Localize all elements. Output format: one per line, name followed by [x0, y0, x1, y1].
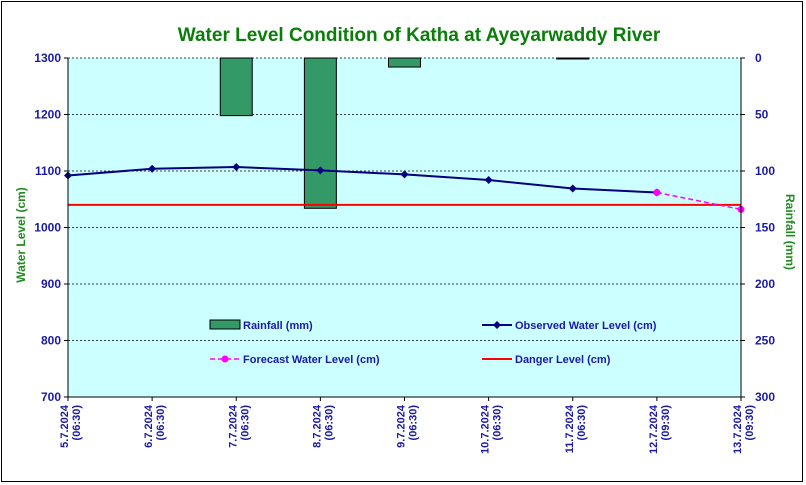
x-tick-label-line: 12.7.2024 [648, 404, 660, 454]
x-tick-label: 7.7.2024(06:30) [227, 404, 251, 448]
x-tick-label: 5.7.2024(06:30) [59, 404, 83, 448]
x-tick-label-line: 8.7.2024 [311, 404, 323, 448]
y-right-tick-label: 250 [755, 334, 775, 348]
legend-label: Rainfall (mm) [243, 320, 313, 332]
forecast-point-marker [653, 188, 661, 196]
x-tick-label-line: 11.7.2024 [564, 404, 576, 453]
x-tick-label-line: (06:30) [155, 405, 167, 441]
y-left-tick-label: 1000 [34, 221, 61, 235]
rainfall-bar [219, 57, 253, 117]
x-tick-label-line: (06:30) [492, 405, 504, 441]
x-tick-label-line: (06:30) [239, 405, 251, 441]
x-tick-label: 13.7.2024(09:30) [732, 404, 756, 454]
x-tick-label-line: (06:30) [71, 405, 83, 441]
x-tick-label: 12.7.2024(09:30) [648, 404, 672, 454]
y-axis-right-label: Rainfall (mm) [783, 194, 797, 270]
legend-swatch-rainfall [209, 319, 241, 330]
rainfall-bar [303, 57, 337, 209]
water-level-lines [64, 163, 745, 213]
rainfall-bar [388, 57, 421, 68]
y-left-tick-label: 1100 [35, 164, 61, 178]
y-left-tick-label: 1300 [34, 51, 61, 65]
legend-label: Observed Water Level (cm) [515, 320, 657, 332]
observed-point-marker [568, 184, 577, 193]
y-left-tick-label: 700 [41, 390, 61, 404]
y-left-tick-label: 900 [41, 277, 61, 291]
x-tick-label: 10.7.2024(06:30) [480, 404, 504, 454]
x-tick-label: 8.7.2024(06:30) [311, 404, 335, 448]
observed-water-level-line [67, 166, 657, 194]
x-tick-label-line: (06:30) [323, 405, 335, 441]
y-left-tick-label: 800 [41, 334, 61, 348]
observed-point-marker [148, 164, 157, 173]
observed-point-marker [232, 163, 241, 172]
y-right-tick-label: 150 [755, 221, 775, 235]
legend-label: Danger Level (cm) [515, 354, 611, 366]
x-tick-label-line: (06:30) [408, 405, 420, 441]
rainfall-bars [219, 57, 590, 209]
legend-swatch-observed-marker [493, 321, 501, 329]
y-right-tick-label: 50 [755, 108, 769, 122]
y-right-tick-label: 100 [755, 164, 775, 178]
x-tick-label: 11.7.2024(06:30) [564, 404, 588, 453]
x-tick-label: 9.7.2024(06:30) [396, 404, 420, 448]
x-tick-label-line: 7.7.2024 [227, 404, 239, 448]
x-tick-label-line: 13.7.2024 [732, 404, 744, 454]
observed-point-marker [400, 170, 409, 179]
x-tick-label-line: (06:30) [576, 405, 588, 441]
x-tick-label-line: 6.7.2024 [143, 404, 155, 448]
rainfall-bar [556, 57, 590, 60]
x-tick-label-line: 9.7.2024 [396, 404, 408, 448]
x-tick-label-line: (09:30) [660, 405, 672, 441]
forecast-water-level-line [656, 191, 742, 211]
chart-title: Water Level Condition of Katha at Ayeyar… [178, 25, 661, 46]
legend: Rainfall (mm) Observed Water Level (cm) Fo… [209, 319, 657, 366]
x-tick-label-line: (09:30) [744, 405, 756, 441]
observed-point-marker [316, 166, 325, 175]
axes: 700 800 900 1000 1100 1200 1300 0 50 100 150 200 250… [34, 51, 775, 454]
y-right-tick-label: 200 [755, 277, 775, 291]
y-right-tick-label: 0 [755, 51, 762, 65]
legend-swatch-forecast-marker [221, 355, 229, 363]
observed-point-marker [484, 176, 493, 185]
x-tick-label-line: 10.7.2024 [480, 404, 492, 454]
y-axis-left-label: Water Level (cm) [14, 187, 28, 283]
y-left-tick-label: 1200 [34, 108, 61, 122]
legend-label: Forecast Water Level (cm) [243, 354, 380, 366]
x-tick-label-line: 5.7.2024 [59, 404, 71, 448]
x-tick-label: 6.7.2024(06:30) [143, 404, 167, 448]
y-right-tick-label: 300 [755, 390, 775, 404]
